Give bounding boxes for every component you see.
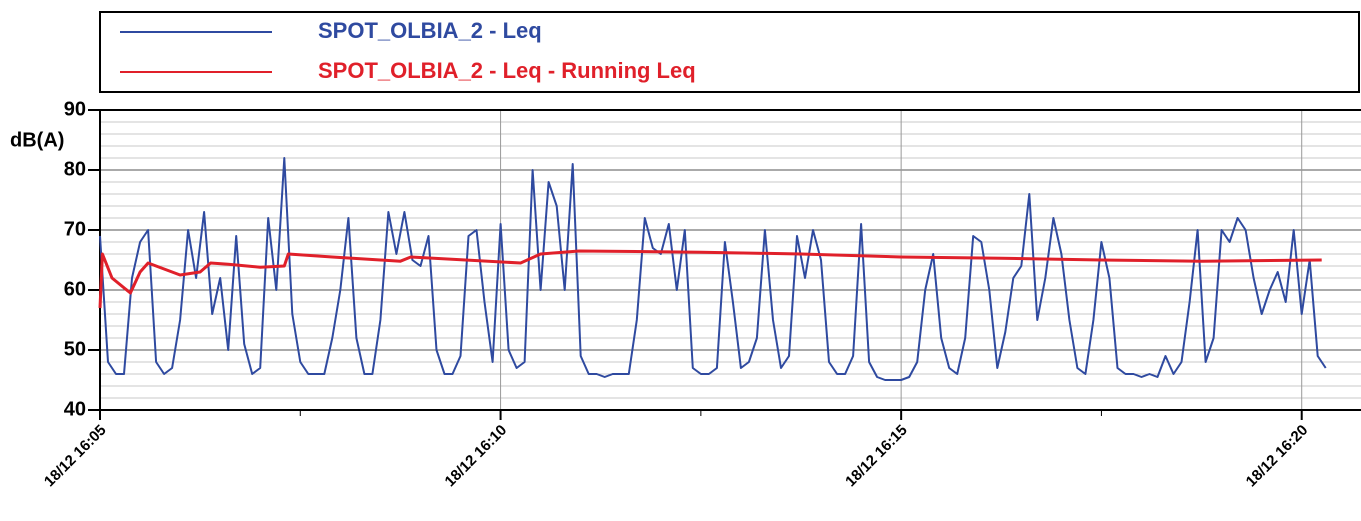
y-axis-label: dB(A) <box>10 129 64 151</box>
y-tick-label: 90 <box>64 98 86 120</box>
legend-label: SPOT_OLBIA_2 - Leq - Running Leq <box>318 58 696 83</box>
y-tick-label: 80 <box>64 158 86 180</box>
y-tick-label: 60 <box>64 278 86 300</box>
y-tick-label: 40 <box>64 398 86 420</box>
y-tick-label: 50 <box>64 338 86 360</box>
series-line <box>98 249 1322 309</box>
x-tick-label: 18/12 16:15 <box>842 422 911 491</box>
x-tick-label: 18/12 16:10 <box>442 422 511 491</box>
x-tick-label: 18/12 16:20 <box>1243 422 1312 491</box>
legend-label: SPOT_OLBIA_2 - Leq <box>318 18 542 43</box>
y-tick-label: 70 <box>64 218 86 240</box>
legend-box <box>99 11 1360 93</box>
series-line <box>99 157 1327 381</box>
x-tick-label: 18/12 16:05 <box>41 422 110 491</box>
